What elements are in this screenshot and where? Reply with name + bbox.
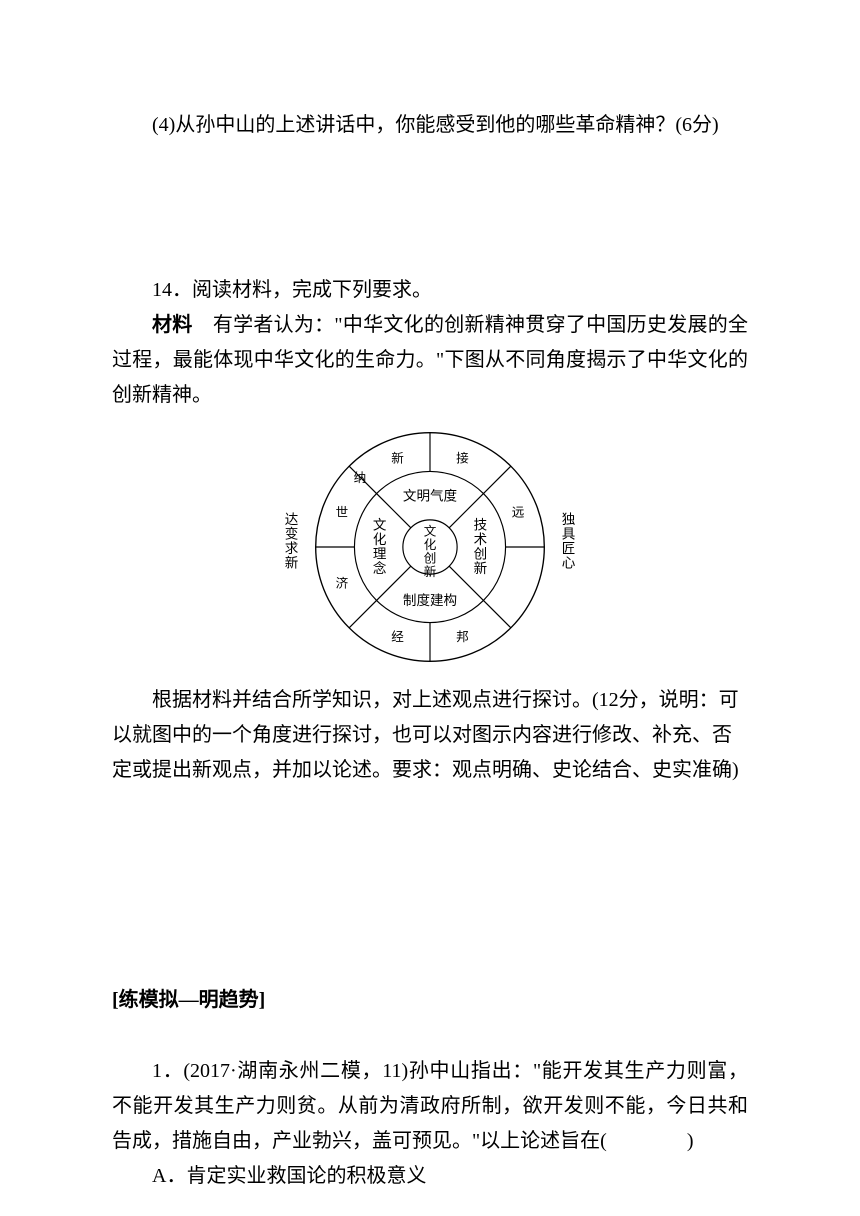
svg-text:独具匠心: 独具匠心	[562, 512, 576, 571]
spacing	[112, 788, 748, 983]
svg-text:邦: 邦	[456, 630, 469, 644]
question-14-material: 材料 有学者认为："中华文化的创新精神贯穿了中国历史发展的全过程，最能体现中华文…	[112, 308, 748, 413]
question-14-instruction: 根据材料并结合所学知识，对上述观点进行探讨。(12分，说明：可以就图中的一个角度…	[112, 683, 748, 788]
svg-text:世: 世	[336, 505, 349, 519]
question-4-text: (4)从孙中山的上述讲话中，你能感受到他的哪些革命精神？(6分)	[112, 108, 748, 143]
svg-text:接: 接	[456, 451, 469, 466]
svg-text:达变求新: 达变求新	[285, 512, 299, 571]
svg-text:济: 济	[336, 576, 349, 590]
question-14-heading: 14．阅读材料，完成下列要求。	[112, 273, 748, 308]
svg-text:文化创新: 文化创新	[424, 524, 437, 579]
material-label: 材料	[152, 314, 193, 336]
section-practice-simulation: 练模拟—明趋势	[112, 983, 748, 1018]
svg-text:新: 新	[391, 451, 404, 466]
spacing	[112, 1018, 748, 1054]
material-body: 有学者认为："中华文化的创新精神贯穿了中国历史发展的全过程，最能体现中华文化的生…	[112, 314, 748, 406]
svg-text:制度建构: 制度建构	[403, 593, 457, 608]
mcq-1-stem: 1．(2017·湖南永州二模，11)孙中山指出："能开发其生产力则富，不能开发其…	[112, 1054, 748, 1159]
mcq-1-suffix: )	[687, 1130, 694, 1152]
mcq-1-prefix: 1．(2017·湖南永州二模，11)孙中山指出："能开发其生产力则富，不能开发其…	[112, 1060, 748, 1152]
svg-text:技术创新: 技术创新	[474, 518, 488, 577]
culture-innovation-diagram: 文化创新 文明气度技术创新制度建构 文化理念 新 接远邦 经 济 世 纳独具匠心 达变求新	[112, 417, 748, 677]
svg-text:纳: 纳	[354, 471, 367, 485]
mcq-1-option-a: A．肯定实业救国论的积极意义	[112, 1159, 748, 1194]
spacing	[112, 143, 748, 273]
svg-text:经: 经	[391, 630, 404, 644]
svg-text:文明气度: 文明气度	[403, 489, 458, 504]
svg-text:文化理念: 文化理念	[373, 518, 387, 577]
section-title: 练模拟—明趋势	[112, 989, 265, 1011]
svg-text:远: 远	[512, 505, 525, 519]
